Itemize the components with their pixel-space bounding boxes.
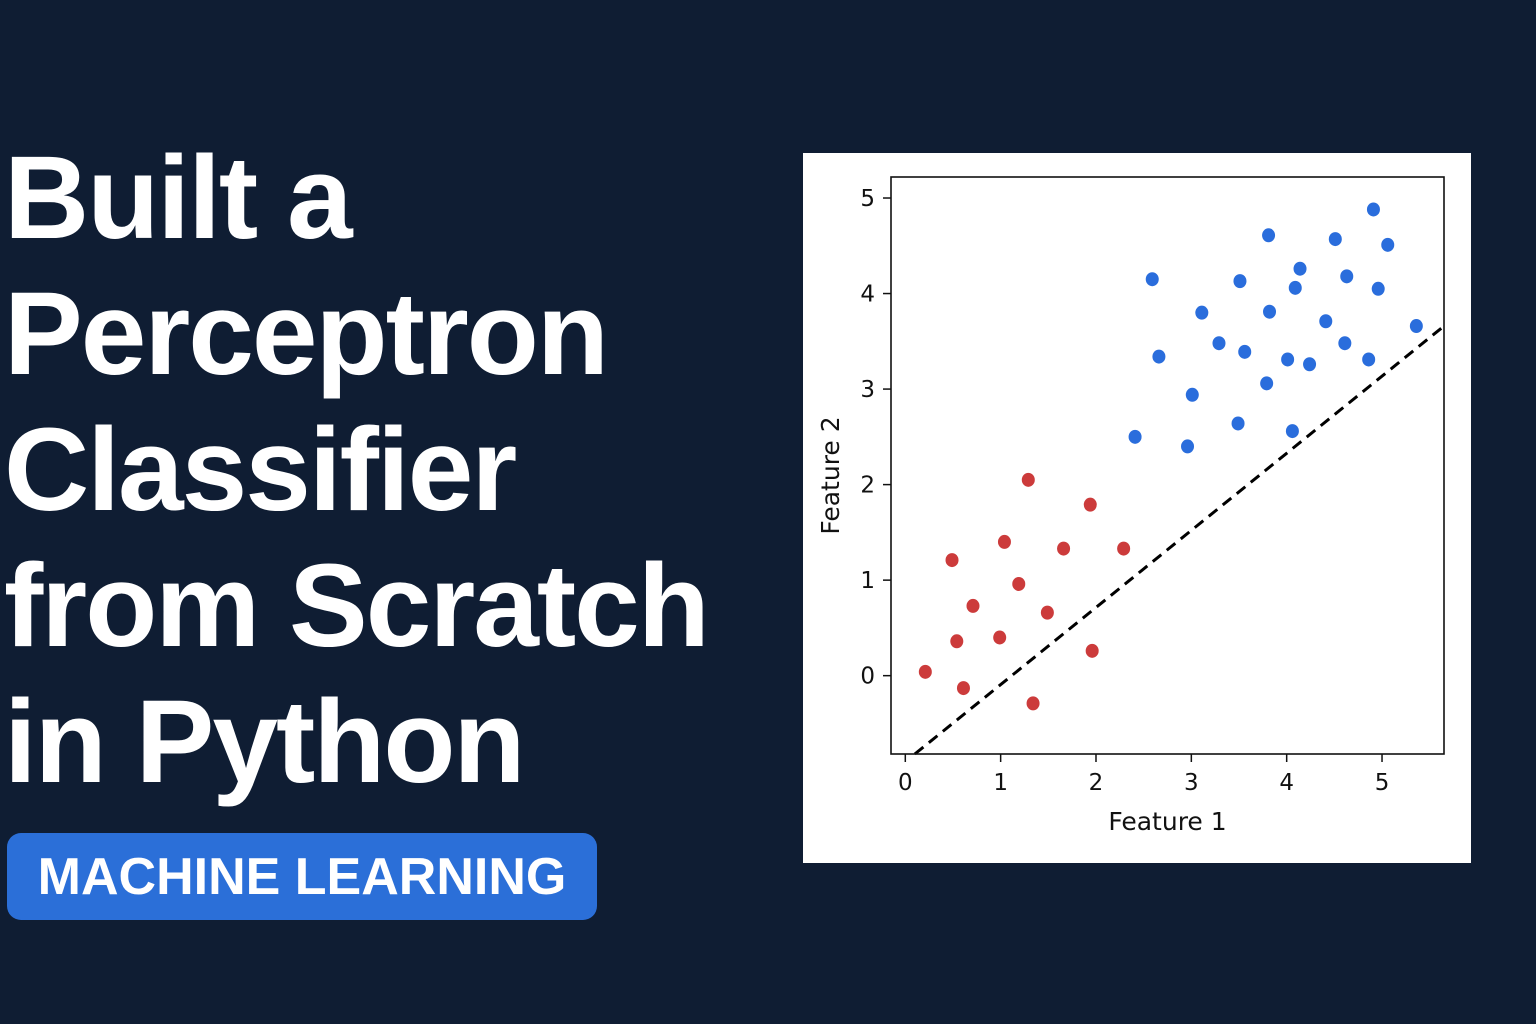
data-point-blue-10 [1238,344,1252,359]
data-point-blue-21 [1338,336,1352,351]
data-point-blue-18 [1303,357,1317,372]
headline: Built a Perceptron Classifier from Scrat… [4,130,710,810]
data-point-blue-3 [1152,349,1166,364]
data-point-blue-22 [1340,269,1354,284]
data-point-blue-7 [1212,336,1226,351]
y-tick-label-5: 5 [860,186,875,212]
data-point-blue-23 [1362,352,1376,367]
y-tick-label-0: 0 [860,664,875,690]
data-point-blue-20 [1328,232,1342,247]
data-point-blue-19 [1319,314,1333,329]
headline-line-1: Built a [4,132,353,264]
x-axis-title: Feature 1 [1108,807,1226,836]
data-point-blue-15 [1285,424,1299,439]
data-point-blue-27 [1409,319,1423,334]
x-tick-label-3: 3 [1184,770,1199,796]
data-point-blue-6 [1195,305,1209,320]
x-tick-label-1: 1 [993,770,1008,796]
data-point-blue-24 [1366,202,1380,217]
data-point-red-10 [1026,696,1040,711]
y-tick-label-3: 3 [860,377,875,403]
data-point-blue-16 [1288,280,1302,295]
data-point-red-8 [1012,576,1026,591]
data-point-blue-2 [1145,272,1159,287]
headline-line-3: Classifier [4,404,517,536]
data-point-red-9 [1021,472,1035,487]
data-points-layer [918,202,1423,711]
data-point-red-1 [918,664,932,679]
data-point-red-3 [950,634,964,649]
headline-line-4: from Scratch [4,540,710,672]
y-tick-label-1: 1 [860,568,875,594]
data-point-red-6 [993,630,1007,645]
data-point-red-11 [1040,605,1054,620]
data-point-blue-17 [1293,261,1307,276]
data-point-blue-4 [1181,439,1195,454]
data-point-red-14 [1085,643,1099,658]
y-tick-label-2: 2 [860,473,875,499]
data-point-blue-9 [1233,274,1247,289]
chart-card: 0 1 2 3 4 5 0 1 2 3 4 5 Feature 1 Feature 2 [803,153,1471,863]
data-point-red-15 [1117,541,1131,556]
data-point-blue-8 [1231,416,1245,431]
data-point-red-12 [1057,541,1071,556]
data-point-blue-25 [1371,281,1385,296]
headline-line-2: Perceptron [4,268,609,400]
data-point-blue-14 [1281,352,1295,367]
x-tick-label-4: 4 [1279,770,1294,796]
axis-ticks-layer: 0 1 2 3 4 5 0 1 2 3 4 5 [860,186,1389,796]
data-point-blue-13 [1263,304,1277,319]
y-axis-title: Feature 2 [816,416,845,534]
headline-line-5: in Python [4,676,526,808]
data-point-red-2 [945,553,959,568]
data-point-blue-12 [1262,228,1276,243]
data-point-red-4 [956,681,970,696]
topic-badge-label: MACHINE LEARNING [37,847,567,906]
data-point-blue-5 [1185,387,1199,402]
data-point-blue-1 [1128,429,1142,444]
topic-badge: MACHINE LEARNING [7,833,597,920]
scatter-chart: 0 1 2 3 4 5 0 1 2 3 4 5 Feature 1 Feature 2 [816,176,1445,836]
data-point-blue-11 [1260,376,1274,391]
x-tick-label-0: 0 [898,770,913,796]
x-tick-label-2: 2 [1089,770,1104,796]
plot-frame [890,176,1445,755]
decision-boundary-line [913,324,1445,756]
data-point-red-5 [966,598,980,613]
y-tick-label-4: 4 [860,282,875,308]
data-point-red-13 [1083,497,1097,512]
data-point-blue-26 [1381,237,1395,252]
data-point-red-7 [997,534,1011,549]
x-tick-label-5: 5 [1375,770,1390,796]
